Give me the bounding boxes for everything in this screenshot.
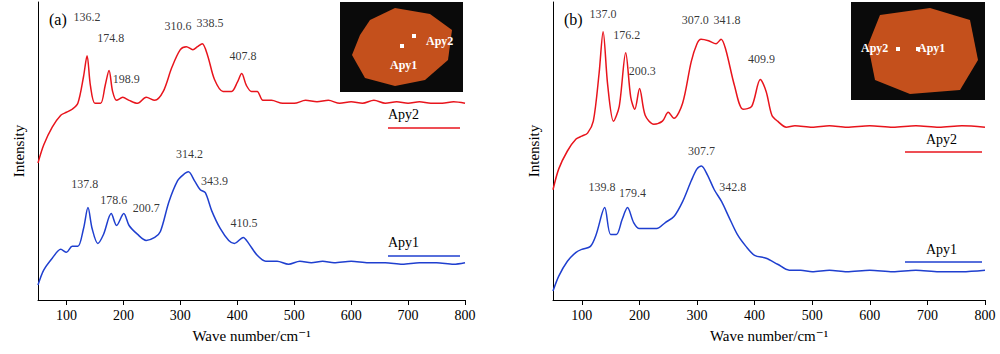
svg-text:Apy1: Apy1 <box>926 242 957 257</box>
svg-text:Apy2: Apy2 <box>861 41 888 55</box>
svg-text:300: 300 <box>170 308 191 323</box>
svg-text:Apy2: Apy2 <box>426 34 453 48</box>
svg-text:307.7: 307.7 <box>688 144 715 158</box>
svg-text:(a): (a) <box>49 11 67 29</box>
svg-text:343.9: 343.9 <box>201 174 228 188</box>
svg-text:314.2: 314.2 <box>176 147 203 161</box>
svg-text:410.5: 410.5 <box>231 216 258 230</box>
svg-text:200.7: 200.7 <box>133 201 160 215</box>
svg-text:(b): (b) <box>564 11 583 29</box>
svg-text:Apy1: Apy1 <box>388 235 419 250</box>
svg-text:600: 600 <box>341 308 362 323</box>
svg-text:800: 800 <box>975 308 996 323</box>
svg-text:400: 400 <box>227 308 248 323</box>
svg-text:200.3: 200.3 <box>629 64 656 78</box>
svg-text:409.9: 409.9 <box>748 52 775 66</box>
svg-text:137.0: 137.0 <box>590 7 617 21</box>
svg-text:Intensity: Intensity <box>526 124 542 177</box>
svg-text:178.6: 178.6 <box>100 193 127 207</box>
svg-text:137.8: 137.8 <box>71 177 98 191</box>
svg-text:176.2: 176.2 <box>613 28 640 42</box>
svg-text:174.8: 174.8 <box>97 31 124 45</box>
svg-text:100: 100 <box>571 308 592 323</box>
svg-text:342.8: 342.8 <box>719 180 746 194</box>
svg-text:Apy1: Apy1 <box>918 41 945 55</box>
svg-text:Wave number/cm⁻¹: Wave number/cm⁻¹ <box>192 328 310 344</box>
svg-text:310.6: 310.6 <box>165 19 192 33</box>
svg-text:700: 700 <box>398 308 419 323</box>
svg-text:198.9: 198.9 <box>113 72 140 86</box>
svg-text:407.8: 407.8 <box>229 49 256 63</box>
svg-text:600: 600 <box>859 308 880 323</box>
svg-text:800: 800 <box>455 308 476 323</box>
svg-text:Wave number/cm⁻¹: Wave number/cm⁻¹ <box>710 328 828 344</box>
svg-text:Apy1: Apy1 <box>390 58 417 72</box>
svg-text:136.2: 136.2 <box>73 10 100 24</box>
svg-text:307.0: 307.0 <box>682 13 709 27</box>
svg-text:Intensity: Intensity <box>11 124 27 177</box>
svg-text:Apy2: Apy2 <box>926 132 957 147</box>
svg-text:Apy2: Apy2 <box>388 107 419 122</box>
svg-text:500: 500 <box>284 308 305 323</box>
svg-text:500: 500 <box>802 308 823 323</box>
svg-text:338.5: 338.5 <box>196 16 223 30</box>
svg-text:179.4: 179.4 <box>619 186 646 200</box>
svg-text:341.8: 341.8 <box>713 13 740 27</box>
svg-text:300: 300 <box>687 308 708 323</box>
svg-text:139.8: 139.8 <box>588 180 615 194</box>
svg-text:700: 700 <box>917 308 938 323</box>
svg-text:400: 400 <box>744 308 765 323</box>
svg-text:200: 200 <box>113 308 134 323</box>
svg-text:200: 200 <box>629 308 650 323</box>
svg-text:100: 100 <box>56 308 77 323</box>
